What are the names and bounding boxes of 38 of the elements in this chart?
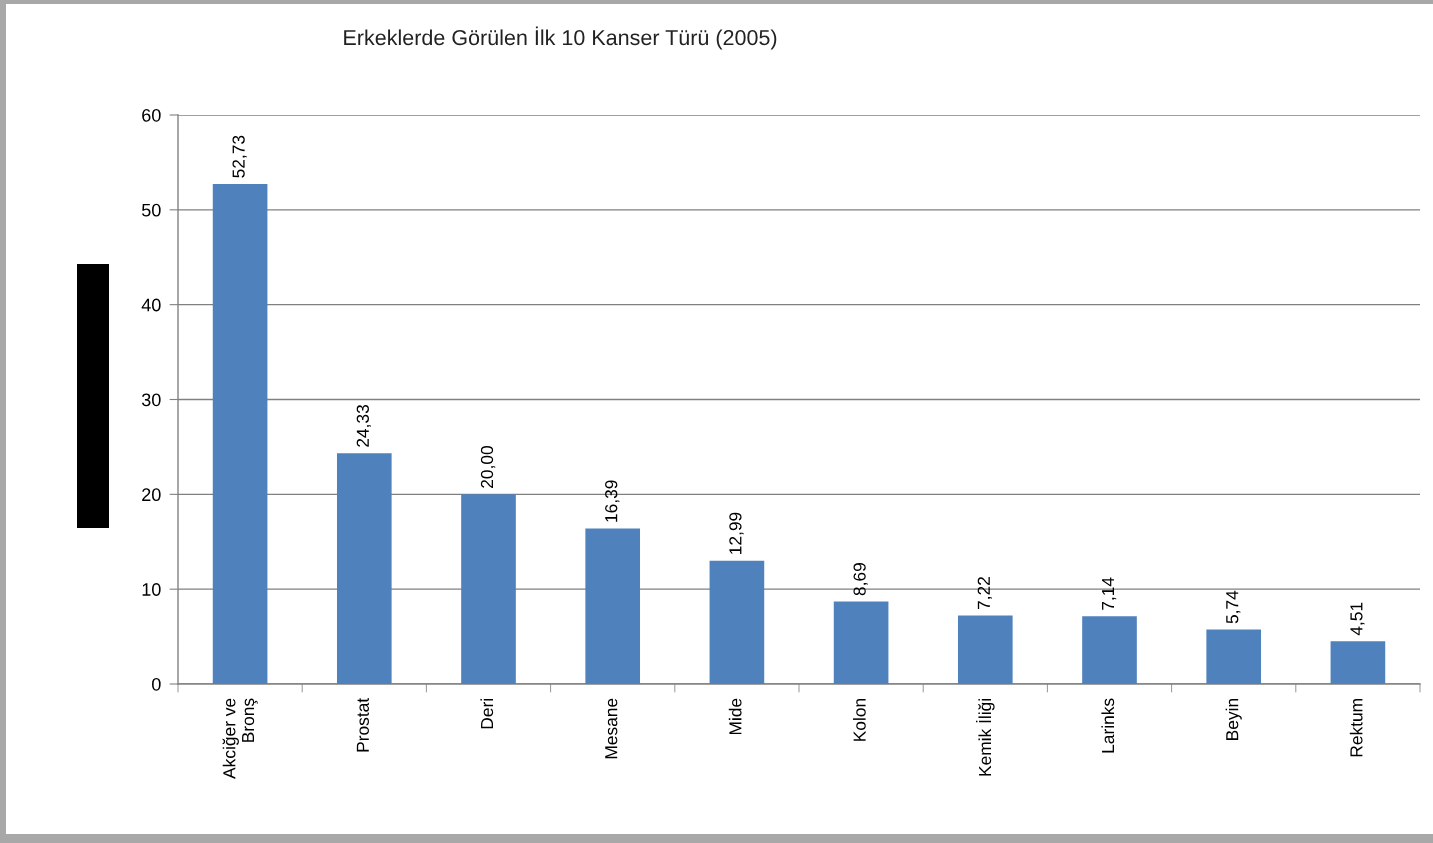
data-label: 12,99 — [729, 512, 744, 554]
x-tick-label: Beyin — [1225, 699, 1242, 740]
bar — [461, 494, 516, 684]
x-tick-label: Akciğer ve Bronş — [222, 698, 258, 779]
y-tick-label: 10 — [142, 583, 161, 596]
x-tick-label: Prostat — [356, 698, 369, 752]
data-label: 4,51 — [1350, 602, 1365, 636]
x-tick-label: Deri — [480, 699, 494, 729]
y-tick-label: 50 — [141, 203, 161, 217]
bar — [833, 601, 889, 684]
x-tick-label: Mesane — [605, 698, 618, 759]
data-label: 16,39 — [605, 480, 620, 522]
data-label: 52,73 — [232, 135, 247, 178]
x-tick-label: Larinks — [1101, 698, 1115, 753]
chart-title: Erkeklerde Görülen İlk 10 Kanser Türü (2005) — [344, 26, 777, 50]
data-label: 24,33 — [356, 405, 372, 447]
y-tick-label: 40 — [141, 298, 161, 312]
bar — [957, 615, 1013, 684]
data-label: 7,22 — [977, 577, 993, 610]
bar — [709, 560, 765, 684]
y-tick-label: 20 — [142, 488, 161, 502]
data-label: 20,00 — [480, 446, 496, 488]
bar — [1330, 641, 1386, 684]
bar — [1082, 616, 1137, 684]
data-label: 7,14 — [1102, 577, 1117, 610]
y-tick-label: 30 — [141, 393, 161, 407]
x-tick-label: Mide — [728, 698, 742, 735]
y-tick-label: 60 — [142, 108, 161, 122]
y-tick-label: 0 — [152, 677, 161, 691]
x-tick-label: Kolon — [853, 699, 866, 741]
data-label: 5,74 — [1226, 590, 1241, 624]
x-tick-label: Kemik İliği — [975, 699, 995, 776]
data-label: 8,69 — [853, 563, 868, 596]
bar — [212, 183, 268, 684]
x-tick-label: Rektum — [1349, 699, 1363, 757]
bar — [585, 528, 641, 684]
bar — [1206, 629, 1262, 684]
bar — [336, 453, 392, 684]
